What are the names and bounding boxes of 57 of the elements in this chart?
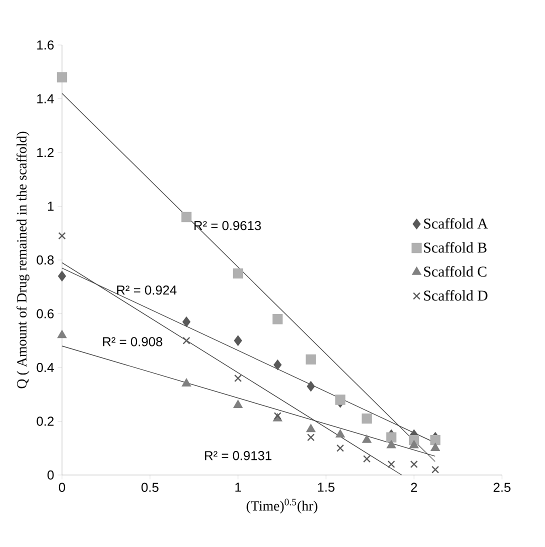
point — [182, 316, 190, 327]
point — [363, 455, 371, 463]
x-tick-label: 2 — [411, 482, 417, 492]
point — [388, 460, 396, 468]
y-tick-label: 0.6 — [36, 309, 54, 318]
legend-label: Scaffold A — [424, 218, 488, 229]
x-tick-label: 0 — [58, 482, 66, 492]
point — [307, 434, 315, 442]
annotation: R² = 0.924 — [117, 286, 177, 295]
legend-label: Scaffold B — [424, 242, 486, 253]
x-tick-label: 1.5 — [318, 482, 334, 492]
point — [386, 432, 396, 442]
x-tick-label: 0.5 — [142, 482, 158, 492]
point — [336, 444, 344, 452]
point — [58, 271, 66, 282]
point — [232, 268, 244, 279]
point — [386, 440, 396, 448]
legend-label: Scaffold C — [424, 266, 486, 277]
y-tick-label: 0.8 — [36, 255, 54, 265]
point — [432, 466, 440, 474]
point — [306, 354, 316, 365]
point — [182, 336, 190, 344]
point — [58, 330, 66, 338]
point — [234, 400, 242, 408]
point — [56, 72, 68, 82]
point — [274, 360, 282, 370]
point — [430, 443, 440, 451]
point — [182, 378, 191, 386]
annotation: R² = 0.9131 — [205, 451, 272, 460]
point — [336, 430, 345, 438]
point — [410, 440, 418, 448]
annotation: R² = 0.9613 — [194, 221, 261, 230]
point — [362, 434, 372, 443]
point — [272, 314, 283, 324]
legend-label: Scaffold D — [424, 290, 488, 301]
y-tick-label: 1.2 — [37, 148, 54, 158]
y-tick-label: 1 — [48, 202, 54, 211]
y-tick-label: 1.4 — [37, 94, 54, 104]
point — [410, 460, 418, 468]
point — [306, 381, 315, 392]
point — [362, 413, 372, 424]
x-axis-title: (Time)$^{0.5}$(hr) — [246, 498, 318, 514]
point — [234, 374, 242, 382]
point — [58, 232, 66, 240]
point — [181, 212, 192, 222]
y-tick-label: 0.2 — [36, 416, 54, 426]
point — [234, 336, 242, 346]
y-tick-label: 0.4 — [36, 362, 54, 372]
annotation: R² = 0.908 — [103, 337, 162, 346]
x-tick-label: 1 — [235, 482, 241, 492]
y-axis-title: Q ( Amount of Drug remained in the scaffold) — [16, 132, 30, 388]
y-tick-label: 0 — [48, 470, 54, 480]
point — [306, 424, 316, 432]
point — [335, 394, 346, 405]
point — [430, 434, 440, 446]
y-tick-label: 1.6 — [37, 40, 54, 50]
x-tick-label: 2.5 — [494, 482, 510, 492]
